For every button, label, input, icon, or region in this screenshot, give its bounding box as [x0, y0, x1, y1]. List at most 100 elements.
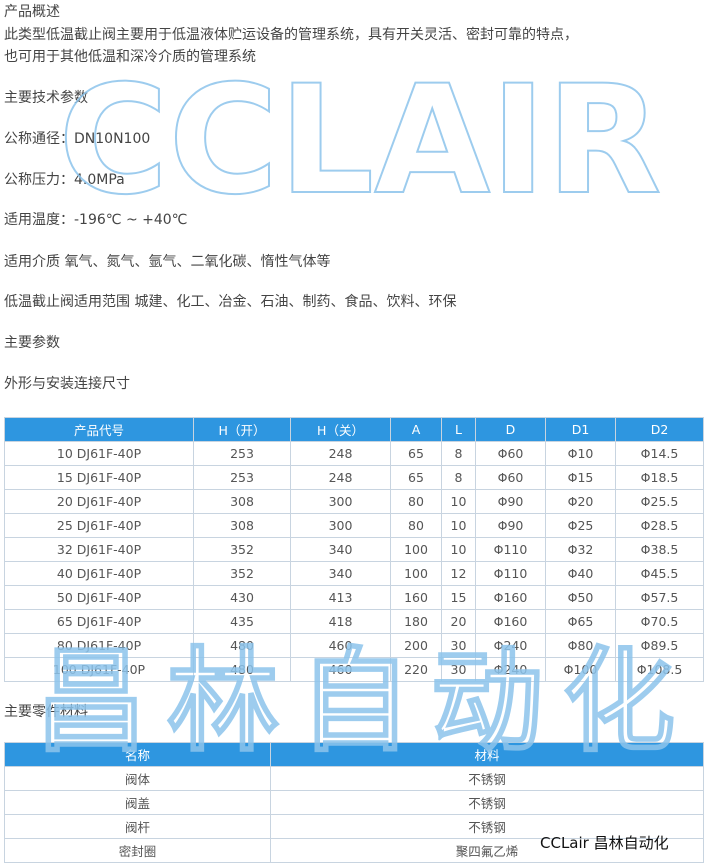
dimensions-table: 产品代号 H（开） H（关） A L D D1 D2 10 DJ61F-40P 253 248 65 8…	[4, 417, 704, 682]
table-row: 阀体 不锈钢	[4, 766, 704, 791]
table-cell: 200	[390, 633, 442, 658]
header-cell: 名称	[4, 742, 271, 767]
table-cell: 密封圈	[4, 838, 271, 863]
table-cell: 308	[193, 489, 291, 514]
table-row: 80 DJ61F-40P 480 460 200 30 Φ240 Φ80 Φ89.5	[4, 633, 704, 658]
table-row: 15 DJ61F-40P 253 248 65 8 Φ60 Φ15 Φ18.5	[4, 465, 704, 490]
table-row: 10 DJ61F-40P 253 248 65 8 Φ60 Φ10 Φ14.5	[4, 441, 704, 466]
table-row: 阀盖 不锈钢	[4, 790, 704, 815]
table-cell: 300	[290, 513, 391, 538]
table-cell: 不锈钢	[270, 814, 704, 839]
spec-line: 适用介质 氧气、氮气、氩气、二氧化碳、惰性气体等	[4, 254, 331, 270]
table-cell: Φ110	[475, 537, 546, 562]
table-cell: Φ80	[545, 633, 616, 658]
section-title: 主要零件材料	[4, 704, 88, 720]
table-cell: 248	[290, 465, 391, 490]
spec-line: 低温截止阀适用范围 城建、化工、冶金、石油、制药、食品、饮料、环保	[4, 294, 457, 310]
spec-line: 公称压力：4.0MPa	[4, 172, 125, 188]
table-cell: 480	[193, 657, 291, 682]
table-cell: 30	[441, 633, 476, 658]
section-title: 主要参数	[4, 335, 60, 351]
table-cell: 20 DJ61F-40P	[4, 489, 194, 514]
spec-line: 适用温度：-196℃ ~ +40℃	[4, 212, 188, 228]
table-cell: 80	[390, 489, 442, 514]
section-title: 主要技术参数	[4, 90, 88, 106]
table-cell: 65 DJ61F-40P	[4, 609, 194, 634]
table-cell: 308	[193, 513, 291, 538]
table-cell: 100 DJ61F-40P	[4, 657, 194, 682]
table-cell: 300	[290, 489, 391, 514]
table-cell: 65	[390, 441, 442, 466]
table-cell: 10	[441, 537, 476, 562]
table-cell: 15 DJ61F-40P	[4, 465, 194, 490]
header-row: 产品代号 H（开） H（关） A L D D1 D2	[4, 417, 704, 442]
table-row: 32 DJ61F-40P 352 340 100 10 Φ110 Φ32 Φ38.5	[4, 537, 704, 562]
table-row: 25 DJ61F-40P 308 300 80 10 Φ90 Φ25 Φ28.5	[4, 513, 704, 538]
table-cell: Φ57.5	[615, 585, 704, 610]
table-cell: 100	[390, 537, 442, 562]
table-cell: 460	[290, 657, 391, 682]
table-row: 65 DJ61F-40P 435 418 180 20 Φ160 Φ65 Φ70.5	[4, 609, 704, 634]
header-cell: H（关）	[290, 417, 391, 442]
table-cell: Φ89.5	[615, 633, 704, 658]
table-cell: 8	[441, 441, 476, 466]
table-cell: Φ25.5	[615, 489, 704, 514]
table-cell: 352	[193, 537, 291, 562]
header-cell: 材料	[270, 742, 704, 767]
table-cell: 10	[441, 513, 476, 538]
table-cell: 聚四氟乙烯	[270, 838, 704, 863]
table-cell: 418	[290, 609, 391, 634]
table-cell: 25 DJ61F-40P	[4, 513, 194, 538]
table-cell: Φ160	[475, 585, 546, 610]
table-cell: 32 DJ61F-40P	[4, 537, 194, 562]
table-cell: Φ240	[475, 633, 546, 658]
table-cell: Φ10	[545, 441, 616, 466]
header-cell: A	[390, 417, 442, 442]
section-title: 外形与安装连接尺寸	[4, 376, 130, 392]
table-cell: 80	[390, 513, 442, 538]
table-cell: 阀体	[4, 766, 271, 791]
table-row: 阀杆 不锈钢	[4, 814, 704, 839]
table-cell: Φ90	[475, 489, 546, 514]
table-cell: 30	[441, 657, 476, 682]
table-cell: 248	[290, 441, 391, 466]
table-cell: Φ40	[545, 561, 616, 586]
table-cell: 20	[441, 609, 476, 634]
table-cell: 340	[290, 537, 391, 562]
table-cell: Φ100	[545, 657, 616, 682]
signature: CCLair 昌林自动化	[540, 834, 669, 852]
header-cell: H（开）	[193, 417, 291, 442]
table-cell: Φ50	[545, 585, 616, 610]
paragraph: 此类型低温截止阀主要用于低温液体贮运设备的管理系统，具有开关灵活、密封可靠的特点…	[4, 27, 578, 43]
table-cell: Φ70.5	[615, 609, 704, 634]
table-cell: Φ65	[545, 609, 616, 634]
table-cell: Φ25	[545, 513, 616, 538]
table-cell: 65	[390, 465, 442, 490]
table-cell: 不锈钢	[270, 766, 704, 791]
table-row: 40 DJ61F-40P 352 340 100 12 Φ110 Φ40 Φ45.5	[4, 561, 704, 586]
table-cell: Φ160	[475, 609, 546, 634]
table-cell: Φ38.5	[615, 537, 704, 562]
table-cell: Φ90	[475, 513, 546, 538]
table-row: 20 DJ61F-40P 308 300 80 10 Φ90 Φ20 Φ25.5	[4, 489, 704, 514]
table-cell: Φ60	[475, 441, 546, 466]
table-cell: 10	[441, 489, 476, 514]
table-cell: Φ110	[475, 561, 546, 586]
table-cell: 180	[390, 609, 442, 634]
table-cell: 80 DJ61F-40P	[4, 633, 194, 658]
table-cell: Φ60	[475, 465, 546, 490]
table-cell: Φ18.5	[615, 465, 704, 490]
header-cell: L	[441, 417, 476, 442]
table-cell: 352	[193, 561, 291, 586]
table-cell: Φ108.5	[615, 657, 704, 682]
header-cell: D	[475, 417, 546, 442]
table-cell: 10 DJ61F-40P	[4, 441, 194, 466]
table-cell: 40 DJ61F-40P	[4, 561, 194, 586]
table-cell: 12	[441, 561, 476, 586]
table-cell: Φ32	[545, 537, 616, 562]
paragraph: 也可用于其他低温和深冷介质的管理系统	[4, 49, 256, 65]
table-cell: Φ28.5	[615, 513, 704, 538]
table-cell: 50 DJ61F-40P	[4, 585, 194, 610]
table-row: 密封圈 聚四氟乙烯	[4, 838, 704, 863]
